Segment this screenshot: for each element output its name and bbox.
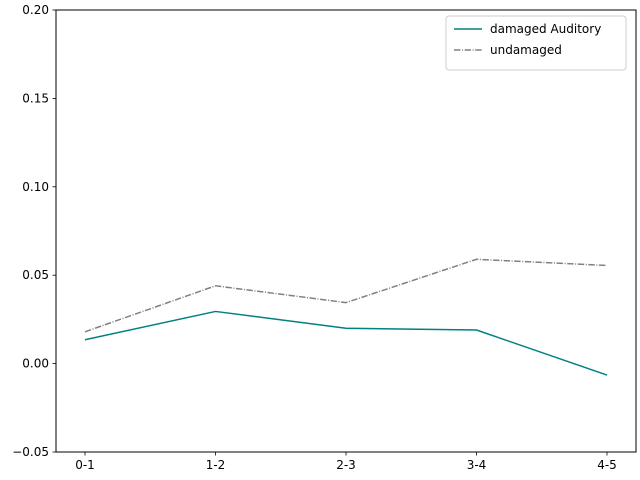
y-tick-label: 0.15 [22,91,49,105]
legend-box [445,15,627,71]
x-tick-label: 2-3 [336,458,356,472]
x-axis: 0-1 1-2 2-3 3-4 4-5 [75,452,617,472]
y-tick-label: 0.05 [22,268,49,282]
x-tick-label: 0-1 [75,458,95,472]
y-axis: −0.05 0.00 0.05 0.10 0.15 0.20 [12,3,56,459]
y-tick-label: 0.20 [22,3,49,17]
legend-label: undamaged [490,43,562,57]
y-tick-label: 0.00 [22,357,49,371]
x-tick-label: 1-2 [206,458,226,472]
legend-label: damaged Auditory [490,22,601,36]
series-line-1 [84,310,608,376]
y-tick-label: −0.05 [12,445,49,459]
series-layer [84,258,608,376]
legend: damaged Auditory undamaged [445,15,627,71]
series-line-2 [84,258,608,333]
plot-area [56,10,636,452]
x-tick-label: 3-4 [467,458,487,472]
x-tick-label: 4-5 [597,458,617,472]
y-tick-label: 0.10 [22,180,49,194]
